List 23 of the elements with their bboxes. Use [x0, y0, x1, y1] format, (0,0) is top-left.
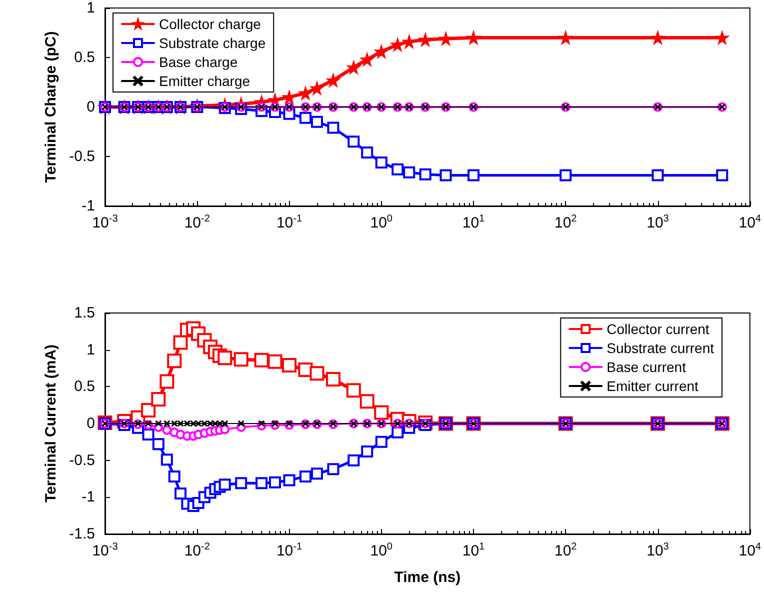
- y-tick-label: 0: [86, 98, 95, 116]
- y-axis-title: Terminal Current (mA): [42, 344, 60, 503]
- legend-label: Base current: [606, 359, 686, 375]
- legend-label: Collector current: [606, 321, 710, 337]
- y-tick-label: 0.5: [74, 378, 95, 396]
- y-tick-label: 0.5: [74, 49, 95, 66]
- x-axis-title: Time (ns): [394, 569, 461, 586]
- y-tick-label: 0: [86, 415, 95, 432]
- legend-label: Collector charge: [159, 16, 262, 32]
- y-tick-label: -0.5: [69, 148, 95, 165]
- y-tick-label: -0.5: [69, 452, 95, 469]
- y-tick-label: 1.5: [74, 304, 95, 322]
- legend-label: Emitter current: [606, 378, 699, 394]
- y-tick-label: -1: [82, 488, 95, 506]
- y-tick-label: -1.5: [69, 526, 95, 542]
- legend-label: Emitter charge: [159, 73, 250, 89]
- legend-label: Base charge: [159, 54, 238, 70]
- y-tick-label: 1: [86, 341, 95, 358]
- y-tick-label: 1: [86, 0, 95, 16]
- y-tick-label: -1: [82, 198, 95, 214]
- legend-label: Substrate charge: [159, 35, 266, 51]
- y-axis-title: Terminal Charge (pC): [42, 31, 60, 183]
- legend-label: Substrate current: [606, 340, 714, 356]
